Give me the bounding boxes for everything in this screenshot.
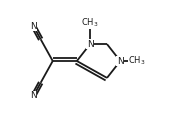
Text: N: N xyxy=(30,21,37,30)
Text: N: N xyxy=(117,56,124,66)
Text: N: N xyxy=(87,40,93,49)
Text: CH$_3$: CH$_3$ xyxy=(81,16,99,29)
Text: N: N xyxy=(30,92,37,101)
Text: CH$_3$: CH$_3$ xyxy=(128,55,146,67)
